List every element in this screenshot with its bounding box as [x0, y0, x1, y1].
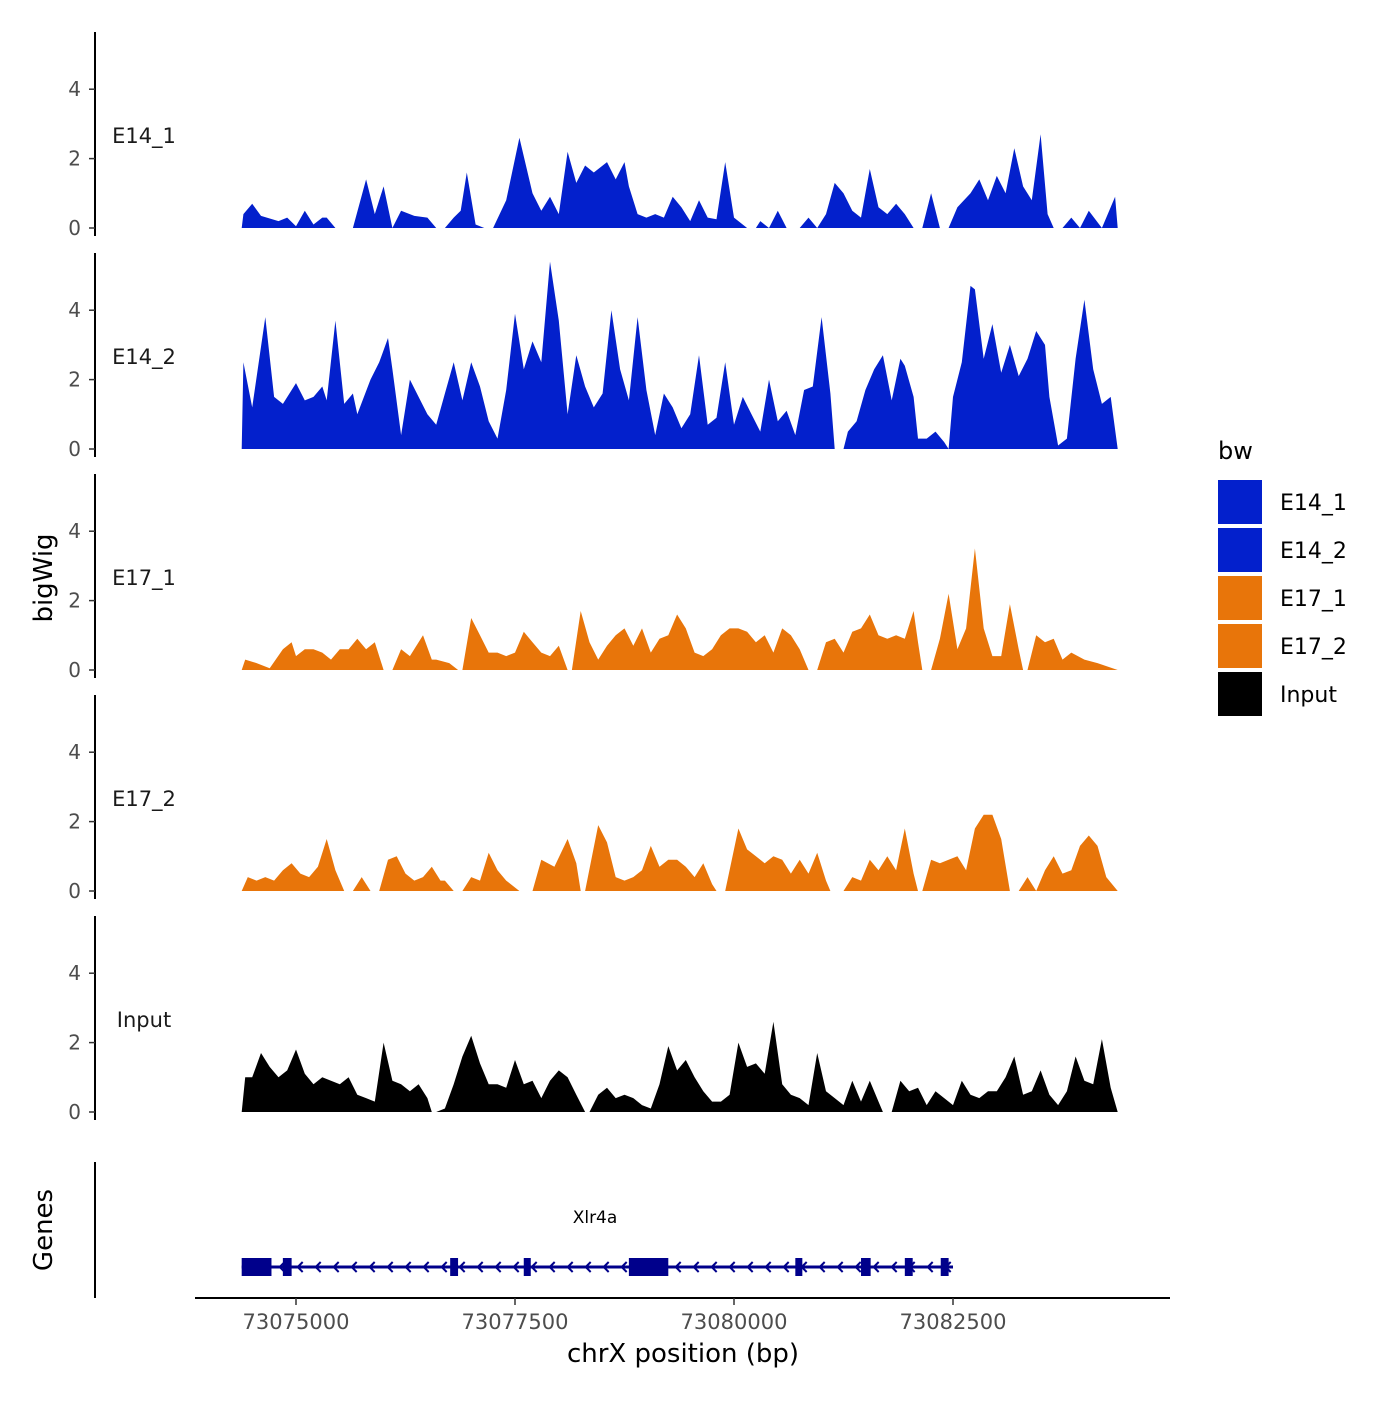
strand-arrow — [926, 1261, 934, 1273]
y-tick-label: 4 — [68, 77, 81, 101]
strand-arrow — [332, 1261, 340, 1273]
track-panel-e17-2: 0 2 4 E17_2 — [68, 695, 1118, 903]
x-axis-label: chrX position (bp) — [567, 1339, 799, 1369]
y-axis-label: bigWig — [29, 533, 59, 622]
track-label: E17_2 — [112, 787, 176, 812]
legend-swatch — [1218, 480, 1262, 524]
y-tick-label: 0 — [68, 437, 81, 461]
strand-arrow — [854, 1261, 862, 1273]
strand-arrow — [890, 1261, 898, 1273]
legend-swatch — [1218, 672, 1262, 716]
gene-exon — [523, 1258, 531, 1276]
strand-arrow — [602, 1261, 610, 1273]
strand-arrow — [674, 1261, 682, 1273]
strand-arrow — [872, 1261, 880, 1273]
gene-exon — [795, 1258, 803, 1276]
strand-arrow — [692, 1261, 700, 1273]
strand-arrow — [350, 1261, 358, 1273]
legend: bw E14_1 E14_2 E17_1 E17_2 Input — [1218, 437, 1347, 716]
track-label: E14_2 — [112, 345, 176, 370]
track-panel-e14-1: 0 2 4 E14_1 — [68, 32, 1118, 240]
coverage-area — [241, 261, 1118, 449]
x-tick-label: 73082500 — [900, 1310, 1007, 1334]
legend-entry-label: E17_2 — [1280, 635, 1347, 660]
y-tick-label: 4 — [68, 740, 81, 764]
x-tick-label: 73077500 — [462, 1310, 569, 1334]
strand-arrow — [476, 1261, 484, 1273]
strand-arrow — [386, 1261, 394, 1273]
coverage-area — [241, 814, 1118, 891]
legend-entry-label: E17_1 — [1280, 587, 1347, 612]
strand-arrow — [530, 1261, 538, 1273]
y-tick-label: 2 — [68, 147, 81, 171]
strand-arrow — [494, 1261, 502, 1273]
strand-arrow — [440, 1261, 448, 1273]
track-label: E17_1 — [112, 566, 176, 591]
gene-exon — [861, 1258, 871, 1276]
coverage-area — [241, 134, 1118, 228]
legend-swatch — [1218, 528, 1262, 572]
y-tick-label: 0 — [68, 216, 81, 240]
legend-entry-label: Input — [1280, 683, 1337, 708]
legend-swatch — [1218, 576, 1262, 620]
legend-entry-label: E14_2 — [1280, 539, 1347, 564]
strand-arrow — [314, 1261, 322, 1273]
strand-arrow — [404, 1261, 412, 1273]
strand-arrow — [548, 1261, 556, 1273]
strand-arrow — [566, 1261, 574, 1273]
track-panel-input: 0 2 4 Input — [68, 916, 1118, 1124]
strand-arrow — [368, 1261, 376, 1273]
y-tick-label: 4 — [68, 961, 81, 985]
y-tick-label: 2 — [68, 589, 81, 613]
y-tick-label: 0 — [68, 658, 81, 682]
y-tick-label: 0 — [68, 879, 81, 903]
coverage-area — [241, 1021, 1118, 1112]
strand-arrow — [764, 1261, 772, 1273]
track-label: E14_1 — [112, 124, 176, 149]
strand-arrow — [818, 1261, 826, 1273]
gene-name-label: Xlr4a — [573, 1208, 618, 1228]
legend-title: bw — [1218, 437, 1253, 465]
gene-exon — [628, 1258, 669, 1276]
gene-track: Xlr4a — [94, 1162, 953, 1298]
gene-exon — [241, 1258, 272, 1276]
track-panel-e17-1: 0 2 4 E17_1 — [68, 474, 1118, 682]
legend-swatch — [1218, 624, 1262, 668]
strand-arrow — [620, 1261, 628, 1273]
y-tick-label: 2 — [68, 1031, 81, 1055]
strand-arrow — [836, 1261, 844, 1273]
track-label: Input — [117, 1008, 171, 1032]
y-tick-label: 2 — [68, 368, 81, 392]
strand-arrow — [710, 1261, 718, 1273]
strand-arrow — [782, 1261, 790, 1273]
strand-arrow — [458, 1261, 466, 1273]
strand-arrow — [728, 1261, 736, 1273]
gene-exon — [904, 1258, 913, 1276]
strand-arrow — [584, 1261, 592, 1273]
track-panel-e14-2: 0 2 4 E14_2 — [68, 253, 1118, 461]
gene-exon — [450, 1258, 459, 1276]
y-tick-label: 4 — [68, 298, 81, 322]
strand-arrow — [422, 1261, 430, 1273]
gene-exon — [282, 1258, 292, 1276]
track-panels: 0 2 4 E14_1 0 2 4 E14_2 0 2 4 E17_1 0 2 4 E17_2 0 2 4 Input — [68, 32, 1118, 1124]
legend-entry-label: E14_1 — [1280, 491, 1347, 516]
x-tick-label: 73080000 — [681, 1310, 788, 1334]
x-axis: 73075000 73077500 73080000 73082500 — [195, 1297, 1170, 1334]
strand-arrow — [512, 1261, 520, 1273]
strand-arrow — [296, 1261, 304, 1273]
genes-axis-label: Genes — [29, 1189, 59, 1271]
strand-arrow — [746, 1261, 754, 1273]
gene-exon — [940, 1258, 949, 1276]
y-tick-label: 0 — [68, 1100, 81, 1124]
y-tick-label: 2 — [68, 810, 81, 834]
x-tick-label: 73075000 — [243, 1310, 350, 1334]
coverage-area — [241, 548, 1118, 670]
y-tick-label: 4 — [68, 519, 81, 543]
